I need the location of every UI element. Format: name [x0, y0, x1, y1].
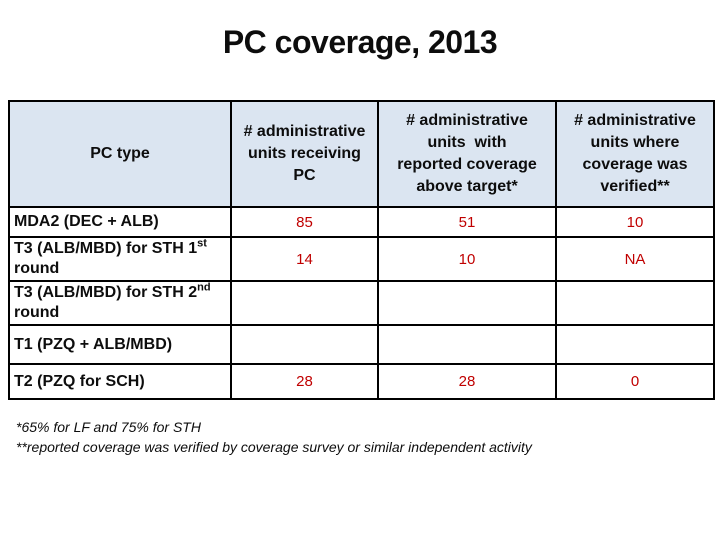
row-label-cell: T2 (PZQ for SCH): [8, 363, 232, 400]
col-header-units-receiving: # administrative units receiving PC: [230, 100, 379, 208]
row-label-rest: round: [14, 260, 60, 277]
row-label: MDA2 (DEC + ALB): [14, 213, 159, 230]
value-cell: [230, 280, 379, 326]
col-header-units-above-target: # administrative units with reported cov…: [377, 100, 557, 208]
value-cell: 28: [377, 363, 557, 400]
row-label-cell: T3 (ALB/MBD) for STH 1st round: [8, 236, 232, 282]
table-row-mda2: MDA2 (DEC + ALB) 85 51 10: [8, 206, 715, 238]
value-cell: [230, 324, 379, 365]
row-label: T3 (ALB/MBD) for STH 2: [14, 284, 198, 301]
footnote-target: *65% for LF and 75% for STH: [16, 419, 201, 435]
pc-coverage-table: PC type # administrative units receiving…: [8, 100, 715, 400]
footnote-verified: **reported coverage was verified by cove…: [16, 439, 532, 455]
row-label-cell: T1 (PZQ + ALB/MBD): [8, 324, 232, 365]
table-row-t3-sth-2nd: T3 (ALB/MBD) for STH 2nd round: [8, 280, 715, 326]
value-cell: 10: [377, 236, 557, 282]
row-label: T1 (PZQ + ALB/MBD): [14, 335, 173, 353]
row-label: T3 (ALB/MBD) for STH 1: [14, 240, 198, 257]
col-header-units-verified: # administrative units where coverage wa…: [555, 100, 715, 208]
table-row-t1: T1 (PZQ + ALB/MBD): [8, 324, 715, 365]
value-cell: [377, 324, 557, 365]
value-cell: 28: [230, 363, 379, 400]
footnotes: *65% for LF and 75% for STH **reported c…: [16, 417, 532, 457]
value-cell: [377, 280, 557, 326]
value-cell: 0: [555, 363, 715, 400]
row-label-rest: round: [14, 304, 60, 321]
value-cell: 14: [230, 236, 379, 282]
value-cell: 10: [555, 206, 715, 238]
value-cell: [555, 324, 715, 365]
table-row-t3-sth-1st: T3 (ALB/MBD) for STH 1st round 14 10 NA: [8, 236, 715, 282]
value-cell: 85: [230, 206, 379, 238]
slide-title: PC coverage, 2013: [222, 24, 498, 60]
row-label-cell: MDA2 (DEC + ALB): [8, 206, 232, 238]
table-row-t2: T2 (PZQ for SCH) 28 28 0: [8, 363, 715, 400]
value-cell: 51: [377, 206, 557, 238]
row-label-cell: T3 (ALB/MBD) for STH 2nd round: [8, 280, 232, 326]
row-label-superscript: nd: [197, 281, 211, 294]
value-cell: NA: [555, 236, 715, 282]
row-label-superscript: st: [197, 237, 207, 250]
col-header-pc-type: PC type: [8, 100, 232, 208]
table-header-row: PC type # administrative units receiving…: [8, 100, 715, 208]
value-cell: [555, 280, 715, 326]
row-label: T2 (PZQ for SCH): [14, 372, 145, 390]
